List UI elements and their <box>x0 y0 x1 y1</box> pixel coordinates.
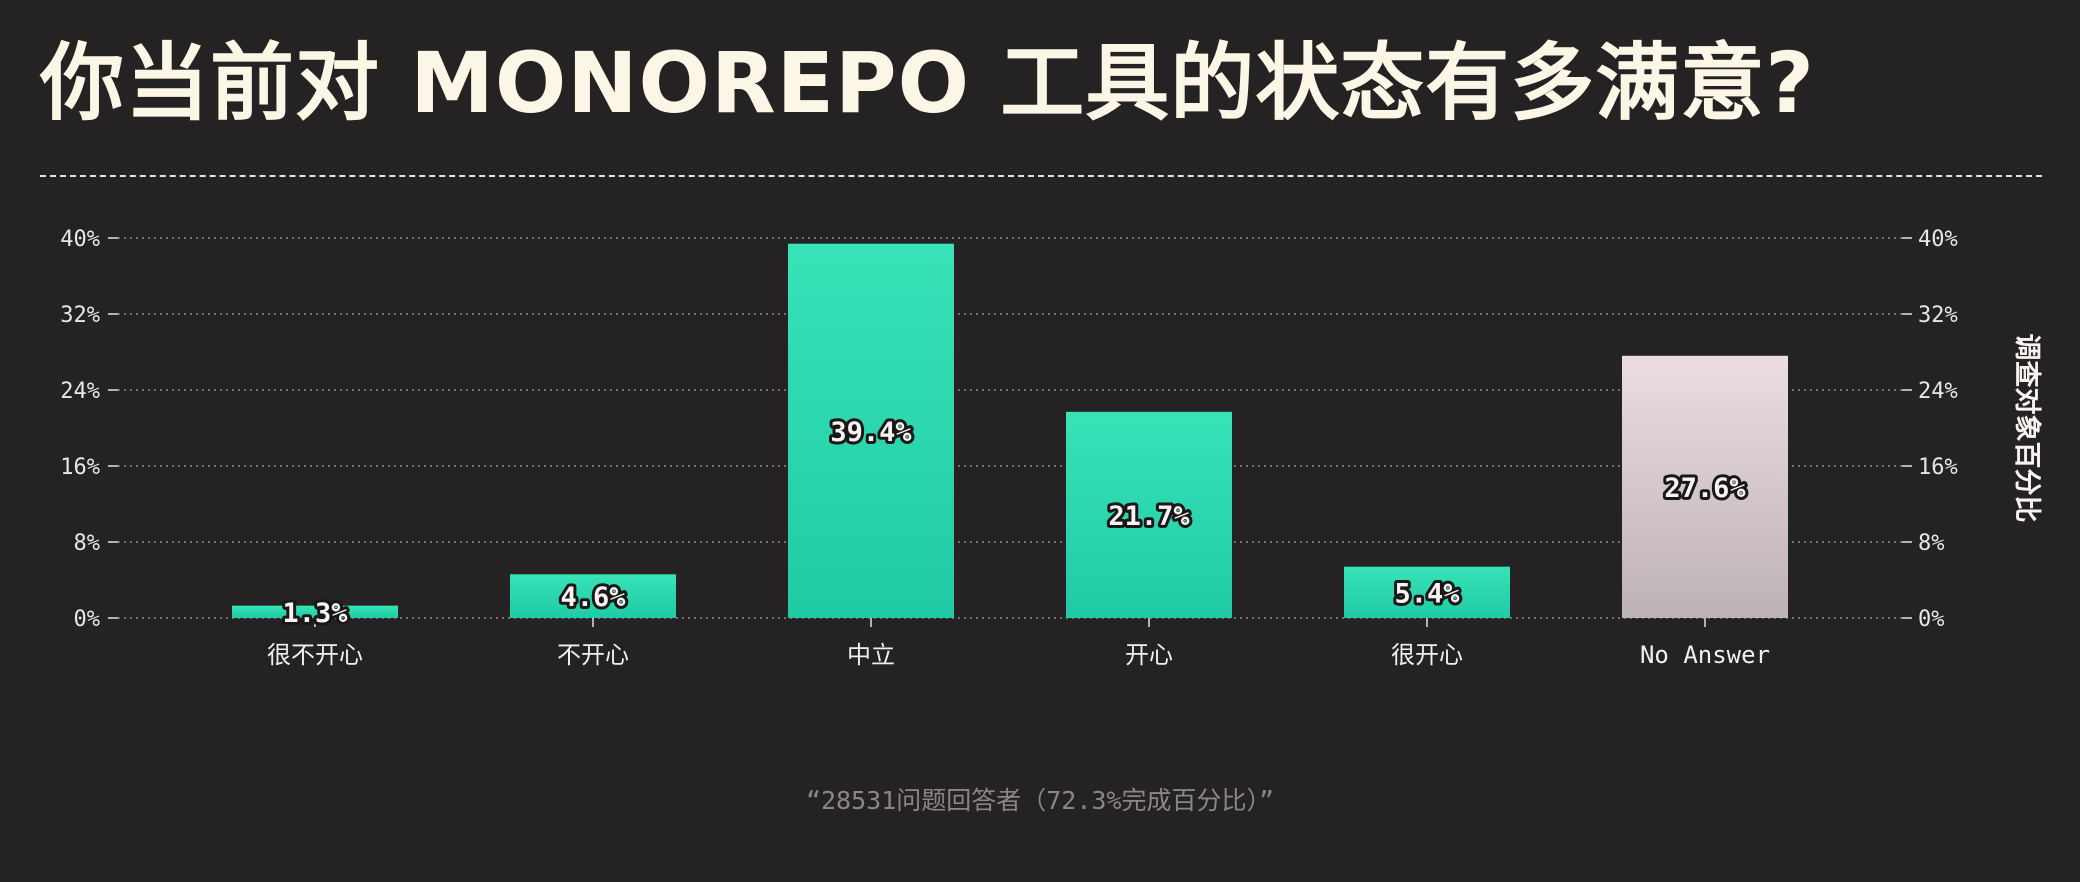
y-axis-right: 0% 8% 16% 24% 32% 40% <box>1902 227 1958 632</box>
bars <box>232 243 1788 618</box>
bar-value-label: 39.4% <box>830 417 912 448</box>
y-axis-left: 0% 8% 16% 24% 32% 40% <box>60 227 118 632</box>
bar-value-label: 27.6% <box>1664 473 1746 504</box>
bar <box>788 243 954 618</box>
bar <box>1622 355 1788 618</box>
bar <box>510 574 676 618</box>
bar <box>232 605 398 618</box>
x-tick-label: 很不开心 <box>267 641 363 669</box>
y-tick-label-left: 0% <box>74 607 101 632</box>
x-axis: 很不开心 不开心 中立 开心 很开心 No Answer <box>267 618 1770 669</box>
y-tick-label-right: 8% <box>1918 531 1945 556</box>
y-tick-label-left: 8% <box>74 531 101 556</box>
chart-title: 你当前对 MONOREPO 工具的状态有多满意? <box>40 34 1815 132</box>
bar <box>1066 411 1232 618</box>
footnote: “28531问题回答者（72.3%完成百分比）” <box>805 786 1275 815</box>
y-tick-label-right: 0% <box>1918 607 1945 632</box>
x-tick-label: No Answer <box>1640 641 1770 669</box>
x-tick-label: 中立 <box>847 641 895 669</box>
bar <box>1344 566 1510 618</box>
x-tick-label: 很开心 <box>1391 641 1463 669</box>
x-tick-label: 不开心 <box>557 641 629 669</box>
bar-value-label: 21.7% <box>1108 501 1190 532</box>
y-tick-label-right: 40% <box>1918 227 1958 252</box>
value-labels: 1.3% 4.6% 39.4% 21.7% 5.4% 27.6% <box>279 414 1749 632</box>
y-tick-label-right: 32% <box>1918 303 1958 328</box>
y-tick-label-left: 32% <box>60 303 100 328</box>
bar-value-label: 5.4% <box>1394 578 1460 609</box>
y-tick-label-left: 24% <box>60 379 100 404</box>
y-tick-label-left: 40% <box>60 227 100 252</box>
y-axis-label: 调查对象百分比 <box>2011 334 2043 523</box>
bar-value-label: 1.3% <box>282 598 348 629</box>
y-tick-label-right: 24% <box>1918 379 1958 404</box>
bar-value-label: 4.6% <box>560 582 626 613</box>
title-divider <box>40 175 2042 177</box>
y-tick-label-left: 16% <box>60 455 100 480</box>
x-tick-label: 开心 <box>1125 641 1173 669</box>
y-tick-label-right: 16% <box>1918 455 1958 480</box>
